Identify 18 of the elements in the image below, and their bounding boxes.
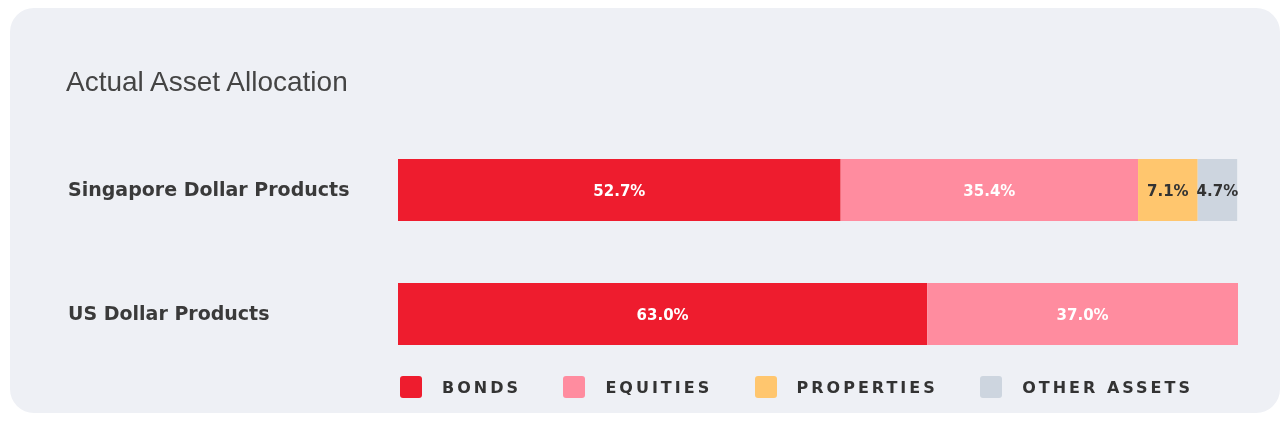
chart-title: Actual Asset Allocation	[66, 66, 348, 98]
legend-label: BONDS	[442, 377, 521, 397]
y-tick-label: US Dollar Products	[68, 302, 270, 324]
bar	[398, 159, 841, 221]
data-label: 7.1%	[1147, 182, 1189, 200]
bar	[840, 159, 1139, 221]
data-label: 52.7%	[593, 182, 646, 200]
legend-label: PROPERTIES	[796, 377, 938, 397]
y-tick-label: Singapore Dollar Products	[68, 178, 350, 200]
data-label: 63.0%	[636, 306, 689, 324]
legend-label: EQUITIES	[605, 377, 713, 397]
bar	[1138, 159, 1198, 221]
bar	[927, 283, 1238, 345]
bar	[398, 283, 928, 345]
data-label: 35.4%	[963, 182, 1016, 200]
data-label: 4.7%	[1196, 182, 1239, 200]
data-label: 37.0%	[1056, 306, 1109, 324]
legend-label: OTHER ASSETS	[1022, 377, 1193, 397]
